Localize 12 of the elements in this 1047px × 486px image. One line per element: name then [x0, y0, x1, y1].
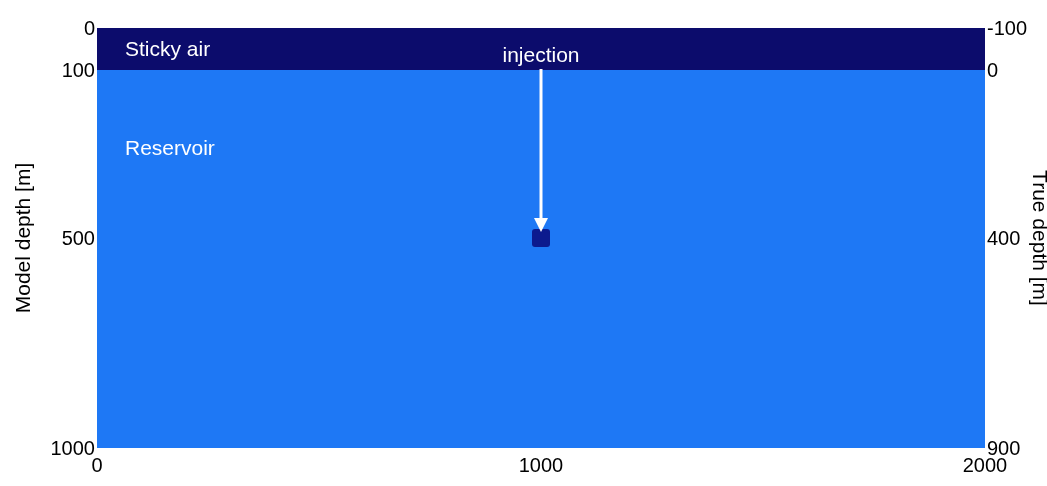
y-tick-label: 500	[61, 227, 95, 249]
band-label: Reservoir	[125, 136, 215, 159]
annotation: injection	[502, 43, 580, 67]
y2-tick-label: 0	[987, 59, 999, 81]
band-label: Sticky air	[125, 37, 211, 60]
y2-tick-label: 400	[987, 227, 1021, 249]
y-tick-label: 100	[61, 59, 95, 81]
y-tick-label: 1000	[50, 437, 95, 459]
y2-tick-label: -100	[987, 17, 1028, 39]
y-axis-title: Model depth [m]	[11, 162, 34, 314]
y-tick-label: 0	[83, 17, 95, 39]
x-tick-label: 1000	[518, 454, 564, 476]
